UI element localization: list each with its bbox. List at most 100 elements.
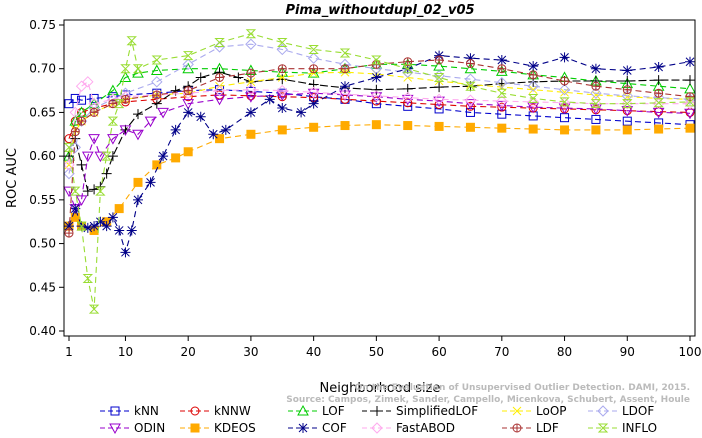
series-line-ldof: [68, 43, 691, 174]
data-point-odin: [81, 151, 94, 163]
data-point-kdeos: [685, 123, 695, 133]
data-point-ldf: [70, 127, 80, 137]
y-tick-label: 0.75: [29, 18, 56, 32]
data-point-simplifiedlof: [107, 151, 118, 162]
legend-item-inflo: INFLO: [588, 421, 657, 435]
data-point-odin: [107, 134, 119, 145]
legend-label-ldf: LDF: [536, 421, 559, 434]
data-point-lof: [307, 67, 320, 78]
legend-item-knn: kNN: [100, 404, 159, 418]
y-tick-label: 0.70: [29, 62, 56, 76]
legend-label-cof: COF: [322, 421, 347, 434]
data-point-inflo: [120, 64, 131, 74]
data-point-inflo: [402, 64, 413, 74]
data-point-simplifiedlof: [89, 184, 100, 195]
data-point-kdeos: [114, 204, 124, 214]
data-point-cof: [120, 247, 131, 258]
data-point-inflo: [527, 93, 539, 103]
series-line-inflo: [68, 33, 691, 310]
data-point-knn: [591, 114, 601, 124]
legend-item-lof: LOF: [288, 404, 345, 418]
data-point-ldf: [434, 55, 444, 65]
y-tick-label: 0.60: [29, 149, 56, 163]
data-point-ldof: [621, 90, 633, 102]
data-point-odin: [621, 106, 634, 117]
legend-marker-ldf: [512, 423, 522, 433]
data-point-fastabod: [684, 97, 696, 110]
data-point-cof: [465, 53, 476, 64]
data-point-inflo: [245, 29, 257, 39]
legend-item-kdeos: KDEOS: [180, 421, 256, 435]
data-point-ldf: [215, 72, 225, 82]
data-point-fastabod: [370, 90, 383, 102]
series-line-loop: [68, 71, 691, 165]
data-point-kdeos: [215, 134, 225, 144]
data-point-fastabod: [276, 84, 288, 97]
data-point-kdeos: [340, 121, 350, 131]
data-point-kdeos: [591, 125, 601, 135]
data-point-kdeos: [465, 122, 475, 132]
data-point-cof: [170, 124, 181, 135]
data-point-fastabod: [307, 86, 320, 99]
data-point-inflo: [126, 36, 137, 46]
data-point-kdeos: [528, 124, 538, 134]
data-point-inflo: [590, 99, 602, 109]
data-point-knnw: [340, 94, 350, 104]
legend-marker-cof: [298, 423, 308, 433]
data-point-cof: [590, 63, 601, 74]
legend-label-ldof: LDOF: [622, 404, 654, 418]
data-point-cof: [308, 98, 319, 109]
x-axis-label: Neighborhood size: [320, 381, 441, 396]
data-point-cof: [70, 203, 81, 214]
series-kdeos: [64, 120, 695, 235]
data-point-cof: [371, 72, 382, 83]
data-point-odin: [132, 129, 144, 141]
data-point-ldf: [465, 58, 475, 68]
data-point-cof: [653, 61, 664, 72]
data-point-cof: [183, 107, 194, 118]
data-point-knnw: [246, 91, 256, 101]
legend-marker-fastabod: [371, 422, 383, 434]
data-point-cof: [133, 194, 143, 205]
data-point-cof: [82, 222, 93, 233]
data-point-fastabod: [464, 94, 477, 106]
data-point-simplifiedlof: [233, 72, 244, 83]
data-point-cof: [208, 129, 219, 140]
data-point-ldof: [69, 141, 81, 154]
data-point-fastabod: [339, 88, 351, 100]
data-point-odin: [157, 107, 169, 119]
data-point-odin: [558, 103, 571, 115]
data-point-cof: [622, 65, 633, 76]
data-point-lof: [182, 62, 195, 74]
data-point-fastabod: [245, 83, 257, 96]
data-point-kdeos: [171, 153, 181, 163]
data-point-inflo: [182, 51, 194, 61]
legend: kNN kNNW LOF SimplifiedLOF LoOP LDOF ODIN KDEOS…: [100, 404, 657, 435]
data-point-fastabod: [652, 97, 665, 110]
legend-label-fastabod: FastABOD: [396, 421, 455, 434]
data-point-kdeos: [403, 121, 413, 131]
data-point-simplifiedlof: [277, 74, 288, 85]
data-point-kdeos: [497, 123, 507, 133]
data-point-fastabod: [527, 96, 539, 108]
data-point-cof: [114, 225, 125, 236]
data-point-ldf: [64, 228, 74, 238]
data-point-cof: [195, 111, 206, 122]
data-point-inflo: [82, 274, 94, 284]
y-tick-label: 0.55: [29, 193, 56, 207]
legend-marker-ldof: [597, 405, 609, 417]
data-point-kdeos: [434, 121, 444, 131]
data-point-fastabod: [402, 91, 414, 104]
data-point-simplifiedlof: [685, 75, 695, 86]
legend-marker-lof: [297, 404, 309, 416]
data-point-kdeos: [371, 120, 381, 130]
data-point-simplifiedlof: [434, 82, 445, 93]
data-point-fastabod: [621, 97, 633, 110]
data-point-fastabod: [496, 95, 508, 107]
data-point-fastabod: [63, 159, 75, 171]
data-point-ldf: [528, 70, 538, 80]
data-point-cof: [245, 107, 256, 118]
data-point-odin: [590, 104, 602, 115]
data-point-lof: [684, 82, 696, 94]
data-point-cof: [64, 221, 74, 232]
